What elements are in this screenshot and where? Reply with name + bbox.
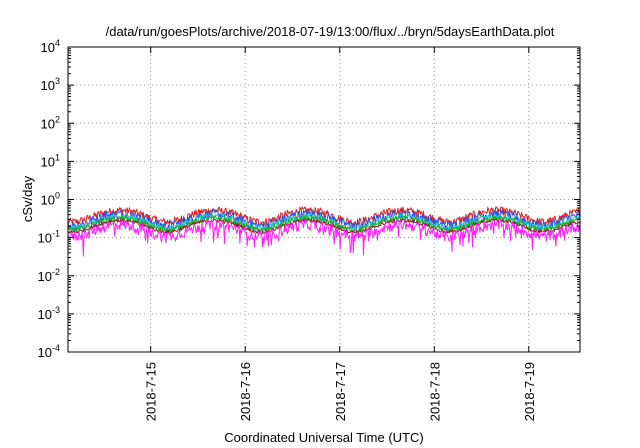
series-group [67, 205, 581, 257]
y-tick-label: 104 [41, 38, 60, 55]
series-line [67, 212, 581, 233]
y-axis: 10-4 10-3 10-2 10-1 100 101 102 103 104 [38, 38, 580, 360]
x-tick-label: 2018-7-15 [144, 362, 159, 421]
x-axis-label: Coordinated Universal Time (UTC) [224, 430, 423, 445]
y-tick-label: 10-3 [38, 305, 60, 322]
x-tick-label: 2018-7-19 [522, 362, 537, 421]
x-tick-label: 2018-7-17 [333, 362, 348, 421]
y-tick-label: 100 [41, 191, 60, 208]
x-tick-label: 2018-7-16 [238, 362, 253, 421]
x-tick-label: 2018-7-18 [427, 362, 442, 421]
chart-title: /data/run/goesPlots/archive/2018-07-19/1… [106, 24, 555, 39]
series-line [67, 217, 581, 236]
y-axis-label: cSv/day [20, 175, 35, 222]
series-line [67, 208, 581, 233]
y-tick-label: 101 [41, 152, 60, 169]
y-tick-label: 10-2 [38, 267, 60, 284]
y-tick-label: 10-1 [38, 229, 60, 246]
y-tick-label: 103 [41, 76, 60, 93]
series-line [67, 218, 581, 257]
y-tick-label: 10-4 [38, 343, 60, 360]
y-tick-label: 102 [41, 114, 60, 131]
x-axis: 2018-7-15 2018-7-16 2018-7-17 2018-7-18 2018… [144, 47, 537, 421]
grid [68, 47, 580, 352]
